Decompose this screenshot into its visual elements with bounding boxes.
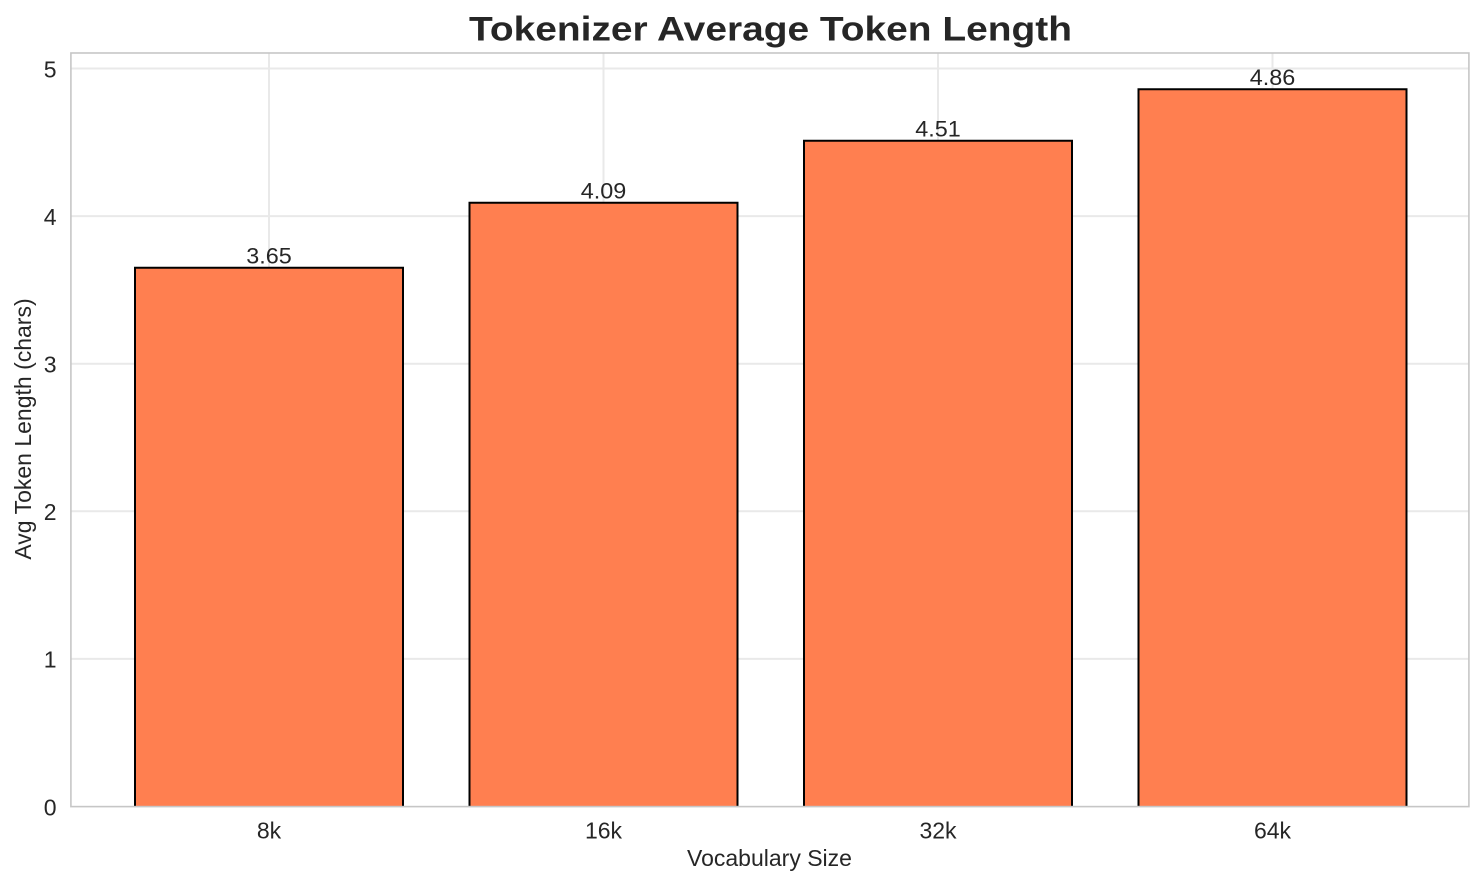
svg-text:4.86: 4.86: [1250, 65, 1296, 90]
svg-text:Avg Token Length (chars): Avg Token Length (chars): [10, 298, 36, 559]
svg-text:4.09: 4.09: [581, 179, 627, 204]
svg-text:32k: 32k: [919, 817, 957, 843]
svg-text:3.65: 3.65: [246, 244, 292, 269]
svg-text:Vocabulary Size: Vocabulary Size: [687, 845, 852, 871]
svg-text:1: 1: [44, 647, 57, 673]
svg-text:Tokenizer Average Token Length: Tokenizer Average Token Length: [469, 10, 1072, 48]
svg-text:2: 2: [44, 499, 57, 525]
svg-text:3: 3: [44, 352, 57, 378]
svg-text:0: 0: [44, 794, 57, 820]
svg-text:16k: 16k: [585, 817, 623, 843]
svg-text:4: 4: [44, 204, 57, 230]
svg-text:5: 5: [44, 56, 57, 82]
svg-text:8k: 8k: [257, 817, 282, 843]
svg-text:4.51: 4.51: [915, 117, 961, 142]
svg-text:64k: 64k: [1254, 817, 1292, 843]
